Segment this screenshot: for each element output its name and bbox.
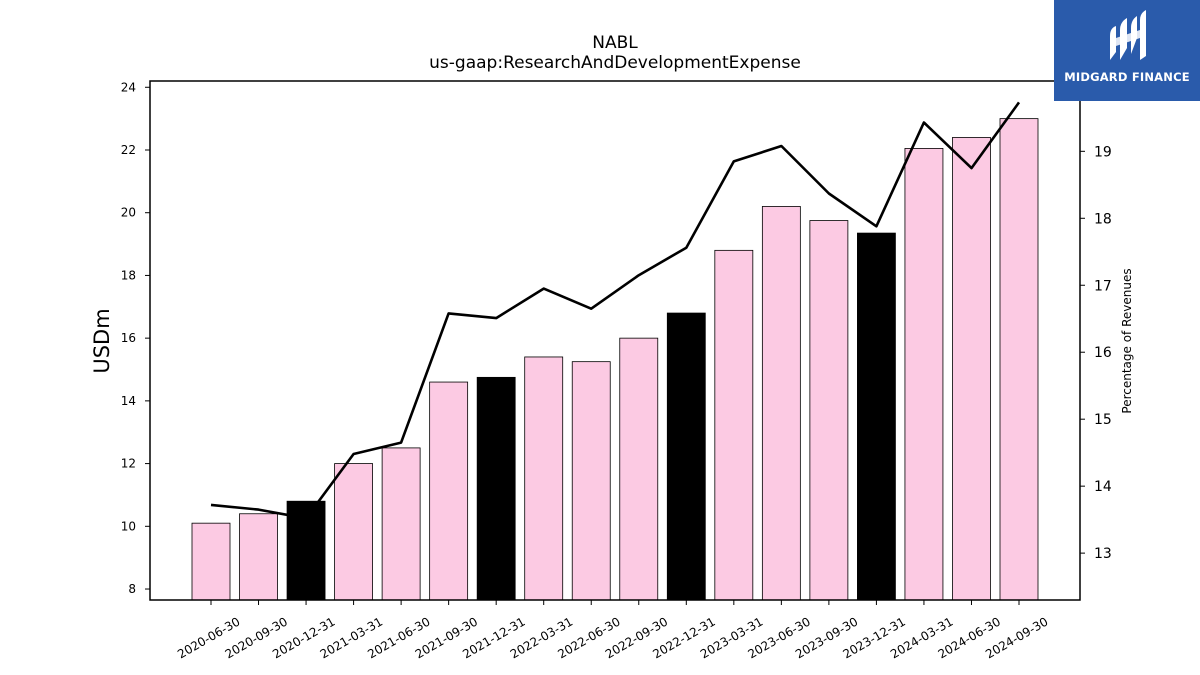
bar-2024-09-30 — [999, 118, 1039, 601]
percentage-line — [210, 101, 1021, 520]
x-axis: 2020-06-302020-09-302020-12-312021-03-31… — [175, 600, 1051, 661]
bar-2022-03-31 — [524, 356, 564, 601]
y-left-tick-label: 14 — [121, 394, 136, 408]
plot-frame — [149, 80, 1081, 601]
y-left-tick-label: 20 — [121, 206, 136, 220]
y-axis-right-label: Percentage of Revenues — [1120, 268, 1134, 413]
bar-2023-06-30 — [761, 206, 801, 601]
y-right-tick-label: 19 — [1094, 144, 1112, 160]
y-left-tick-label: 16 — [121, 331, 136, 345]
y-axis-left-label: USDm — [90, 308, 114, 373]
bar-2024-06-30 — [952, 137, 991, 601]
brand-name: MIDGARD FINANCE — [1064, 70, 1190, 84]
bar-2020-09-30 — [239, 513, 278, 601]
line-series — [210, 101, 1021, 520]
bar-2020-06-30 — [191, 522, 231, 601]
y-right-tick-label: 14 — [1094, 479, 1112, 495]
bar-2022-09-30 — [619, 337, 659, 601]
bar-2023-12-31 — [857, 232, 896, 601]
y-right-tick-label: 18 — [1094, 211, 1112, 227]
y-axis-right: 13 14 15 16 17 18 19 — [1080, 144, 1112, 562]
chart-title: NABL — [592, 33, 638, 53]
bar-2021-09-30 — [429, 381, 469, 601]
chart-subtitle: us-gaap:ResearchAndDevelopmentExpense — [429, 53, 801, 73]
bar-2021-03-31 — [334, 463, 373, 601]
y-axis-left: 8 10 12 14 16 18 20 22 24 — [121, 80, 150, 596]
y-right-tick-label: 16 — [1094, 345, 1112, 361]
midgard-logo-icon — [1110, 10, 1146, 60]
bar-2023-09-30 — [809, 220, 849, 601]
y-left-tick-label: 22 — [121, 143, 136, 157]
y-left-tick-label: 24 — [121, 80, 136, 94]
bar-2023-03-31 — [714, 249, 754, 601]
y-left-tick-label: 10 — [121, 519, 136, 533]
y-right-tick-label: 13 — [1094, 546, 1112, 562]
bar-series — [191, 118, 1039, 601]
y-left-tick-label: 18 — [121, 268, 136, 282]
y-left-tick-label: 8 — [128, 582, 136, 596]
bar-2021-06-30 — [381, 447, 421, 601]
bar-2024-03-31 — [904, 148, 944, 601]
y-right-tick-label: 15 — [1094, 412, 1112, 428]
y-left-tick-label: 12 — [121, 457, 136, 471]
brand-logo: MIDGARD FINANCE — [1054, 0, 1200, 101]
bar-2022-12-31 — [666, 312, 706, 601]
bar-2022-06-30 — [571, 361, 611, 601]
y-right-tick-label: 17 — [1094, 278, 1112, 294]
bar-2021-12-31 — [476, 376, 516, 601]
